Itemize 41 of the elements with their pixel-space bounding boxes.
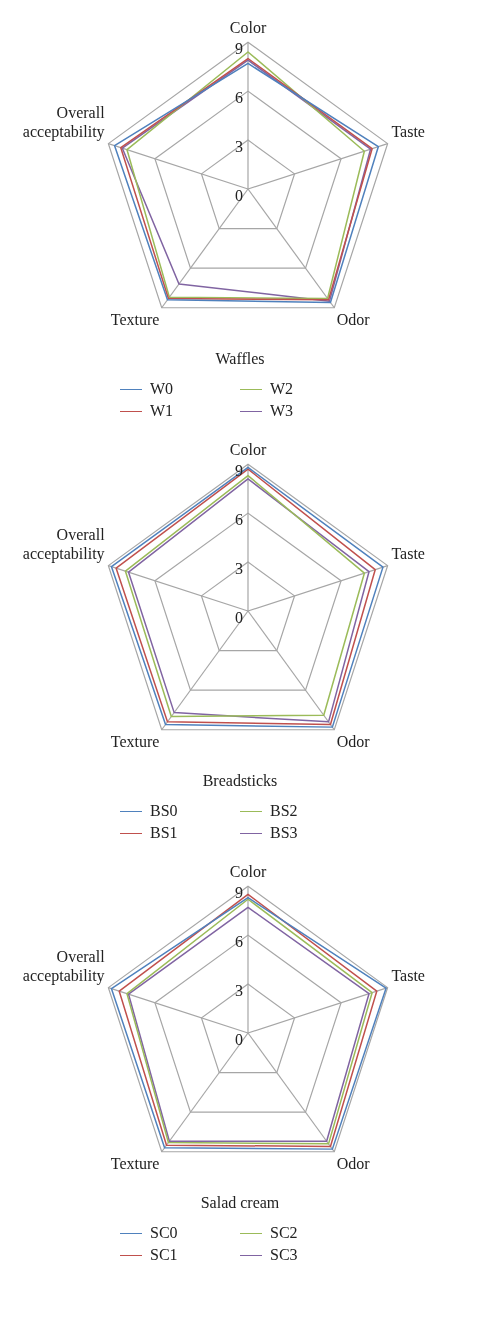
- legend-label: W3: [270, 402, 294, 420]
- y-tick-label: 0: [235, 1031, 243, 1049]
- spoke-label: Odor: [336, 1154, 371, 1172]
- legend-label: SC2: [270, 1224, 298, 1242]
- spoke-label: Taste: [391, 545, 425, 562]
- legend-label: SC0: [150, 1224, 178, 1242]
- spoke-label: Taste: [391, 967, 425, 984]
- y-tick-label: 3: [235, 560, 243, 578]
- spoke-label: Taste: [391, 123, 425, 140]
- legend-label: SC1: [150, 1246, 178, 1264]
- text: Breadsticks: [201, 772, 279, 790]
- legend-label: BS3: [270, 824, 298, 842]
- spoke-label: Overall acceptability: [22, 947, 106, 985]
- y-tick-label: 9: [235, 884, 243, 902]
- spoke-label: Odor: [336, 310, 371, 328]
- spoke-label: Color: [229, 440, 267, 458]
- legend-label: W2: [270, 380, 294, 398]
- y-tick-label: 3: [235, 982, 243, 1000]
- spoke-label: Texture: [110, 732, 160, 750]
- y-tick-label: 0: [235, 609, 243, 627]
- spoke-label: Color: [229, 18, 267, 36]
- text: Salad cream: [199, 1194, 281, 1212]
- spoke-label: Overall acceptability: [22, 103, 106, 141]
- spoke-label: Texture: [110, 310, 160, 328]
- text: Waffles: [214, 350, 266, 368]
- y-tick-label: 6: [235, 933, 243, 951]
- legend-label: BS2: [270, 802, 298, 820]
- legend-label: BS1: [150, 824, 178, 842]
- y-tick-label: 3: [235, 138, 243, 156]
- y-tick-label: 6: [235, 89, 243, 107]
- y-tick-label: 6: [235, 511, 243, 529]
- spoke-label: Color: [229, 862, 267, 880]
- spoke-label: Texture: [110, 1154, 160, 1172]
- legend-label: SC3: [270, 1246, 298, 1264]
- legend-label: W1: [150, 402, 174, 420]
- y-tick-label: 9: [235, 40, 243, 58]
- spoke-label: Odor: [336, 732, 371, 750]
- legend-label: BS0: [150, 802, 178, 820]
- y-tick-label: 0: [235, 187, 243, 205]
- legend-label: W0: [150, 380, 174, 398]
- spoke-label: Overall acceptability: [22, 525, 106, 563]
